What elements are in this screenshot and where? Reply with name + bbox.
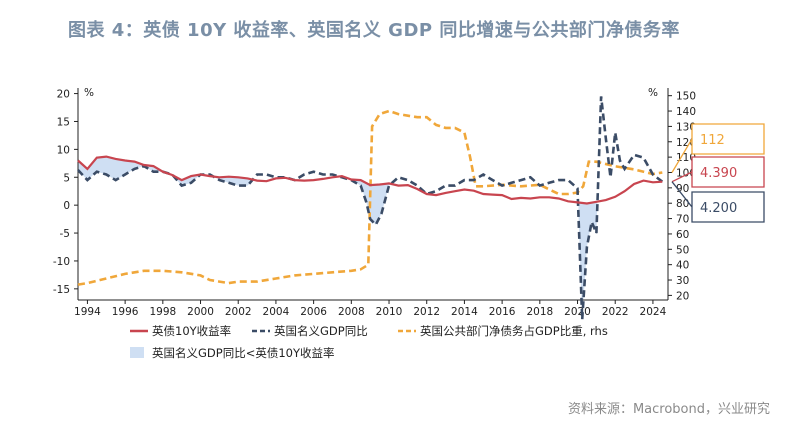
left-tick-label: 0	[63, 200, 70, 212]
end-labels-layer: 112 4.390 4.200	[671, 123, 765, 223]
right-axis-unit: %	[648, 87, 658, 99]
end-label-flag	[671, 181, 765, 223]
right-tick-label: 30	[676, 275, 689, 287]
fill-area-segment	[173, 174, 200, 186]
series-layer	[77, 96, 664, 320]
right-tick-label: 50	[676, 244, 689, 256]
source-note: 资料来源：Macrobond，兴业研究	[567, 402, 770, 417]
legend: 英债10Y收益率 英国名义GDP同比 英国公共部门净债务占GDP比重, rhs 英国名…	[130, 324, 608, 360]
left-tick-label: 10	[57, 144, 70, 156]
x-tick-label: 2014	[451, 306, 478, 318]
right-tick-label: 130	[676, 121, 696, 133]
end-label-value: 4.200	[700, 201, 737, 216]
legend-swatch-fill	[130, 347, 144, 358]
x-tick-label: 2002	[225, 306, 252, 318]
left-tick-label: 5	[63, 172, 70, 184]
x-tick-label: 2012	[413, 306, 440, 318]
end-label-value: 112	[700, 133, 725, 148]
x-tick-label: 2018	[526, 306, 553, 318]
right-tick-label: 100	[676, 167, 696, 179]
end-label-flag	[671, 123, 765, 173]
left-tick-label: -10	[53, 256, 70, 268]
x-tick-label: 2016	[489, 306, 516, 318]
legend-label: 英国公共部门净债务占GDP比重, rhs	[420, 324, 608, 338]
left-tick-label: -5	[60, 228, 70, 240]
series-line-yield	[77, 155, 663, 205]
legend-label: 英国名义GDP同比<英债10Y收益率	[152, 346, 335, 360]
x-tick-label: 2008	[338, 306, 365, 318]
legend-label: 英国名义GDP同比	[274, 324, 368, 338]
chart-title: 图表 4：英债 10Y 收益率、英国名义 GDP 同比增速与公共部门净债务率	[68, 20, 680, 41]
series-line-gdp	[77, 96, 664, 320]
left-tick-label: 20	[57, 89, 70, 101]
x-tick-label: 2022	[602, 306, 629, 318]
x-tick-label: 2004	[263, 306, 290, 318]
end-label-flag	[671, 156, 765, 188]
right-tick-label: 80	[676, 198, 689, 210]
legend-label: 英债10Y收益率	[152, 324, 231, 338]
fill-area-segment	[578, 201, 598, 320]
x-tick-label: 2024	[640, 306, 667, 318]
left-axis-unit: %	[84, 87, 94, 99]
fill-area-segment	[78, 156, 162, 181]
right-tick-label: 150	[676, 91, 696, 103]
x-tick-label: 1996	[112, 306, 139, 318]
right-tick-label: 110	[676, 152, 696, 164]
x-tick-label: 2020	[564, 306, 591, 318]
left-tick-label: -15	[53, 284, 70, 296]
x-tick-label: 2010	[376, 306, 403, 318]
x-tick-label: 1994	[74, 306, 101, 318]
x-tick-label: 2000	[187, 306, 214, 318]
right-tick-label: 60	[676, 229, 689, 241]
left-tick-label: 15	[57, 116, 70, 128]
right-tick-label: 70	[676, 214, 689, 226]
right-tick-label: 40	[676, 260, 689, 272]
series-line-debt	[77, 109, 663, 286]
end-label-value: 4.390	[700, 166, 737, 181]
x-tick-label: 1998	[149, 306, 176, 318]
right-tick-label: 140	[676, 106, 696, 118]
right-tick-label: 20	[676, 290, 689, 302]
fill-area-segment	[340, 176, 391, 225]
x-tick-label: 2006	[300, 306, 327, 318]
